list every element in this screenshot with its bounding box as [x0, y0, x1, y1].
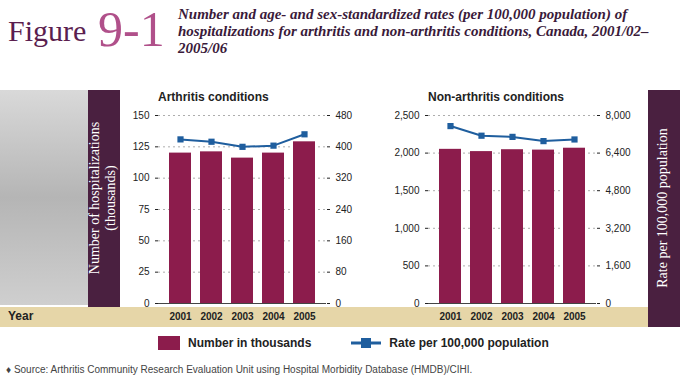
svg-text:2005: 2005 — [563, 311, 586, 322]
html-text:Number in thousands: Number in thousands — [188, 336, 312, 350]
svg-text:8,000: 8,000 — [606, 110, 631, 121]
html-text:Number and age- and sex-standa: Number and age- and sex-standardized rat… — [178, 6, 649, 56]
html-text:Non-arthritis conditions: Non-arthritis conditions — [428, 90, 564, 104]
svg-text:0: 0 — [144, 298, 150, 309]
svg-text:2001: 2001 — [439, 311, 462, 322]
svg-text:1,600: 1,600 — [606, 260, 631, 271]
svg-text:3,200: 3,200 — [606, 223, 631, 234]
svg-text:100: 100 — [133, 172, 150, 183]
svg-text:150: 150 — [133, 110, 150, 121]
html-text:Year: Year — [8, 309, 34, 323]
svg-text:2003: 2003 — [231, 311, 254, 322]
svg-text:4,800: 4,800 — [606, 185, 631, 196]
svg-text:1,500: 1,500 — [394, 185, 419, 196]
svg-text:125: 125 — [133, 141, 150, 152]
svg-text:160: 160 — [336, 235, 353, 246]
svg-text:75: 75 — [138, 204, 150, 215]
svg-text:2002: 2002 — [470, 311, 493, 322]
svg-text:480: 480 — [336, 110, 353, 121]
svg-text:2002: 2002 — [200, 311, 223, 322]
html-text:♦ Source: Arthritis Community: ♦ Source: Arthritis Community Research E… — [6, 364, 473, 375]
html-text:Rate per 100,000 population: Rate per 100,000 population — [655, 128, 670, 288]
svg-text:400: 400 — [336, 141, 353, 152]
svg-text:2004: 2004 — [262, 311, 285, 322]
svg-text:240: 240 — [336, 204, 353, 215]
svg-text:2004: 2004 — [532, 311, 555, 322]
svg-text:1,000: 1,000 — [394, 223, 419, 234]
svg-text:6,400: 6,400 — [606, 147, 631, 158]
svg-text:320: 320 — [336, 172, 353, 183]
svg-text:50: 50 — [138, 235, 150, 246]
html-text:Number of hospitalizations (th: Number of hospitalizations (thousands) — [87, 121, 118, 275]
svg-text:500: 500 — [403, 260, 420, 271]
svg-text:2001: 2001 — [169, 311, 192, 322]
svg-text:2,000: 2,000 — [394, 147, 419, 158]
html-text:Arthritis conditions: Arthritis conditions — [158, 90, 269, 104]
html-text:Figure 9-1: Figure 9-1 — [8, 1, 165, 57]
svg-text:25: 25 — [138, 266, 150, 277]
svg-text:80: 80 — [336, 266, 348, 277]
svg-text:2,500: 2,500 — [394, 110, 419, 121]
svg-text:0: 0 — [336, 298, 342, 309]
svg-text:0: 0 — [606, 298, 612, 309]
svg-text:2003: 2003 — [501, 311, 524, 322]
svg-text:2005: 2005 — [293, 311, 316, 322]
svg-text:0: 0 — [414, 298, 420, 309]
html-text:Rate per 100,000 population: Rate per 100,000 population — [389, 336, 549, 350]
